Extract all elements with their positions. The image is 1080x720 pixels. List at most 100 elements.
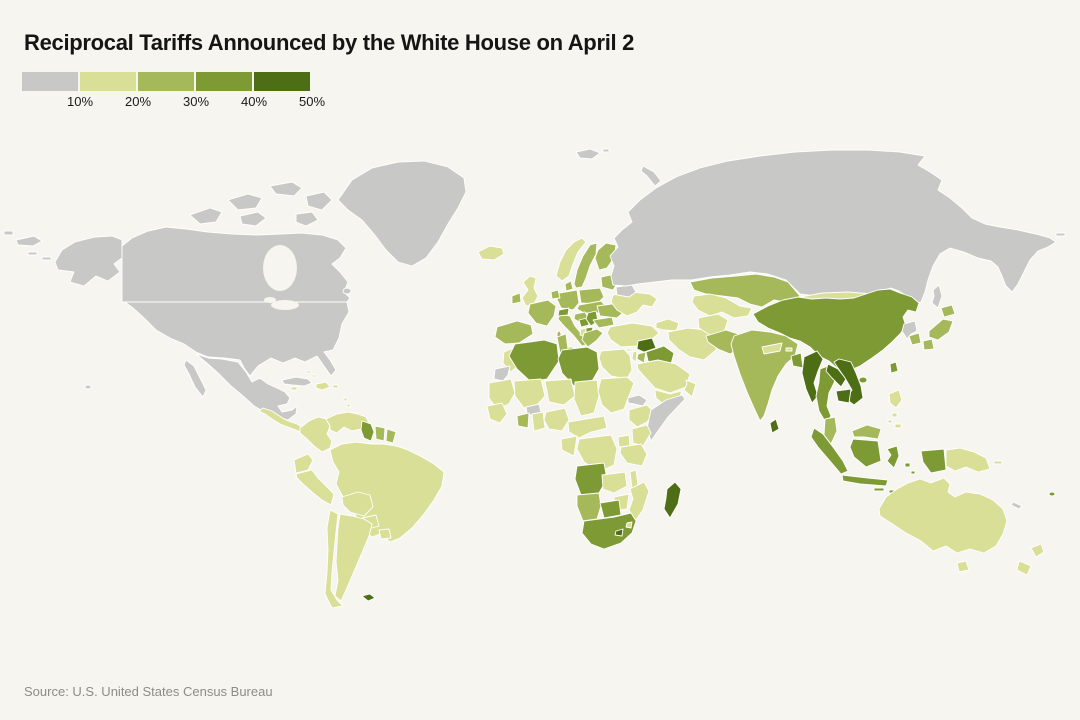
country-switzerland xyxy=(557,307,570,317)
legend-swatch-no-data xyxy=(22,72,78,91)
country-cambodia xyxy=(835,388,852,404)
country-china xyxy=(752,288,920,372)
country-iran xyxy=(667,327,719,361)
country-mexico-baja xyxy=(183,359,207,398)
legend-tick: 20% xyxy=(124,94,152,109)
island-tasmania xyxy=(956,560,970,573)
country-philippines-island xyxy=(887,419,893,424)
legend-swatch-bin-3 xyxy=(196,72,252,91)
country-ghana xyxy=(531,411,546,432)
page-title: Reciprocal Tariffs Announced by the Whit… xyxy=(24,30,635,55)
country-philippines-mindanao xyxy=(894,423,902,429)
country-vietnam xyxy=(833,358,864,406)
country-mexico xyxy=(195,353,298,421)
country-italy xyxy=(557,313,589,347)
country-norway xyxy=(555,237,587,282)
country-nepal xyxy=(761,342,783,355)
legend-tick: 40% xyxy=(240,94,268,109)
country-canada xyxy=(121,226,351,303)
legend-swatch-bin-4 xyxy=(254,72,310,91)
country-eswatini xyxy=(625,521,633,529)
great-lakes xyxy=(264,297,276,303)
country-niger xyxy=(544,378,576,406)
country-papua-new-guinea xyxy=(945,447,991,473)
country-poland xyxy=(578,287,605,305)
country-lesotho xyxy=(614,528,624,537)
island-hispaniola xyxy=(315,381,331,391)
country-usa-aleutians xyxy=(41,256,52,261)
island-cyprus xyxy=(625,348,633,352)
country-fiji xyxy=(1048,491,1056,497)
territory-french-guiana xyxy=(385,428,397,444)
region-cameroon-car xyxy=(567,415,608,439)
legend-swatches xyxy=(22,72,352,91)
country-indonesia-papua xyxy=(920,448,947,474)
country-canada-arctic-island xyxy=(269,181,303,197)
country-germany xyxy=(556,289,580,311)
country-philippines-luzon xyxy=(888,389,903,409)
country-botswana xyxy=(599,499,622,519)
country-zambia xyxy=(601,471,628,494)
region-central-asia xyxy=(691,293,753,319)
legend-tick: 30% xyxy=(182,94,210,109)
country-ecuador xyxy=(293,453,314,474)
country-canada-arctic-island xyxy=(227,193,263,211)
source-attribution: Source: U.S. United States Census Bureau xyxy=(24,684,273,699)
country-argentina xyxy=(334,513,373,602)
country-uruguay xyxy=(378,528,392,540)
country-usa-mainland xyxy=(124,301,350,377)
country-south-africa xyxy=(581,512,637,550)
island-maluku xyxy=(910,470,916,475)
country-greece xyxy=(581,328,604,348)
country-australia xyxy=(878,477,1008,554)
island-puerto-rico xyxy=(332,384,339,389)
territory-new-caledonia xyxy=(1010,501,1023,510)
country-cuba xyxy=(281,376,313,387)
country-egypt xyxy=(598,348,633,380)
country-laos xyxy=(825,363,847,388)
country-indonesia-sumatra xyxy=(810,427,849,475)
country-russia xyxy=(609,149,1057,305)
country-somalia xyxy=(646,394,686,442)
country-malaysia-borneo xyxy=(851,424,882,440)
country-israel xyxy=(631,350,638,363)
country-colombia xyxy=(299,416,333,453)
country-myanmar xyxy=(801,350,824,404)
island-new-britain xyxy=(993,460,1003,465)
country-canada-arctic-island xyxy=(305,191,333,211)
country-india xyxy=(730,329,799,422)
territory-falkland-islands xyxy=(361,593,376,602)
legend-swatch-bin-2 xyxy=(138,72,194,91)
country-bangladesh xyxy=(790,352,804,369)
country-mozambique xyxy=(628,481,650,522)
island-bahamas xyxy=(305,370,312,374)
country-ireland xyxy=(511,292,522,305)
country-bolivia xyxy=(341,491,374,517)
color-legend: 10% 20% 30% 40% 50% xyxy=(22,72,352,114)
island-jamaica xyxy=(290,386,298,391)
country-ukraine xyxy=(610,291,658,317)
country-russia-sakhalin xyxy=(931,284,943,309)
country-dr-congo xyxy=(576,434,618,473)
country-madagascar xyxy=(663,481,682,519)
legend-ticks: 10% 20% 30% 40% 50% xyxy=(22,91,352,109)
country-indonesia-java xyxy=(841,474,889,487)
country-tanzania xyxy=(619,443,648,467)
region-mauritania xyxy=(488,378,516,410)
country-russia-novaya-zemlya xyxy=(640,165,662,187)
country-chad xyxy=(573,379,600,417)
country-sudan xyxy=(597,376,635,414)
country-malaysia-peninsula xyxy=(823,416,838,445)
great-lakes xyxy=(271,300,299,310)
country-philippines-island xyxy=(891,412,898,418)
country-canada-arctic-island xyxy=(239,211,267,227)
territory-svalbard xyxy=(575,148,601,160)
country-guyana xyxy=(360,420,375,442)
region-benelux xyxy=(550,289,561,300)
country-namibia xyxy=(576,492,602,522)
region-senegal-guinea xyxy=(486,402,508,424)
legend-swatch-bin-1 xyxy=(80,72,136,91)
country-greenland xyxy=(337,160,467,267)
country-bhutan xyxy=(785,347,793,352)
